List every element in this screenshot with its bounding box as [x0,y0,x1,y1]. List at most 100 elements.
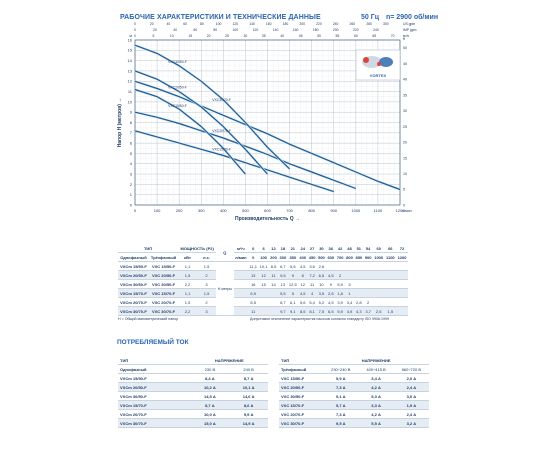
head-value: 5,6 [298,297,308,307]
y-tick-label: 14 [128,58,133,63]
head-value: 11 [248,306,259,316]
top-tick-label: 240 [333,22,339,26]
table-row: VXCm 30/70-F VXC 30/70-F 2,2 3 11 9,7 9,1 8,5 8,… [118,306,408,316]
curve-label: VXC30/70-F [212,98,231,102]
table-cell: 4,2 А [358,409,394,419]
top-tick-label: 100 [233,28,239,32]
lmin-value: 600 [326,252,336,262]
head-value: 2 [363,297,373,307]
head-value [258,297,269,307]
head-value: 2,8 [354,297,364,307]
head-value: 5,5 [278,288,288,298]
top-tick-label: 140 [273,28,279,32]
head-value: 9,1 [287,306,299,316]
table-cell: VXCm 30/70-F [118,418,191,428]
right-tick-label: 10 [403,172,407,176]
head-value: 6,9 [248,288,259,298]
head-value [372,279,385,289]
head-value [363,270,373,280]
table-cell: 1,9 А [393,400,429,410]
table-cell [233,261,249,271]
x-tick-label: 300 [198,208,205,213]
x-tick-label: 0 [134,208,137,213]
col-power: МОЩНОСТЬ (P2) [178,244,217,253]
table-cell: 7,3 А [323,382,359,392]
right-tick-label: 45 [403,62,407,66]
top-tick-label: 40 [280,34,284,38]
head-value: 11 [268,270,279,280]
table-cell: 2 [196,270,217,280]
head-value: 2 [335,270,345,280]
top-tick-label: 10 [170,34,174,38]
top-tick-label: 60 [193,28,197,32]
top-tick-label: 280 [366,22,372,26]
head-value [384,261,397,271]
head-value [384,270,397,280]
head-value: 8 [298,270,308,280]
chart-curves [134,44,401,193]
head-value [396,288,408,298]
col-type: ТИП [118,356,191,365]
col-lmin: л/мин [233,252,249,262]
table-cell: VXCm 20/50-F [118,382,191,392]
top-tick-label: 100 [216,22,222,26]
head-value: 12,5 [287,279,299,289]
head-value [396,279,408,289]
table-cell: 5,7 А [323,400,359,410]
head-value: 4,5 [326,297,336,307]
top-tick-label: 0 [134,22,136,26]
table-cell: VXC 15/70-F [148,288,179,298]
head-value [354,270,364,280]
m3h-value: 51 [354,244,364,253]
top-tick-label: 160 [266,22,272,26]
head-value: 1 [344,288,355,298]
right-tick-label: 30 [403,109,407,113]
table-cell: 3 [196,306,217,316]
top-tick-label: 70 [391,34,395,38]
lmin-value: 1200 [396,252,408,262]
table-row: VXCm 20/70-F 10,0 А 9,9 А [118,409,268,419]
head-value [335,261,345,271]
table-cell: 2,2 [178,306,197,316]
table-row: VXCm 20/50-F 10,2 А 10,1 А [118,382,268,392]
y-axis-label: Напор H (метров) → [117,98,123,148]
head-value: 9,7 [278,306,288,316]
lmin-value: 200 [268,252,279,262]
x-tick-label: 800 [308,208,315,213]
head-value [344,270,355,280]
table-cell: 9,9 А [229,409,268,419]
m3h-value: 24 [298,244,308,253]
y-tick-label: 1 [130,192,133,197]
head-value [363,288,373,298]
table-cell: VXCm 15/50-F [118,261,149,271]
y-tick-label: 11 [128,89,133,94]
current-table-three: ТИП НАПРЯЖЕНИЕ Трёхфазный 230÷240 В 400÷… [279,356,429,428]
top-unit-label: м³/ч [403,34,409,38]
table-cell: 8,7 А [190,400,230,410]
x-tick-label: 600 [264,208,271,213]
head-value [354,279,364,289]
y-tick-label: 7 [130,130,133,135]
head-value: 5,9 [335,306,345,316]
head-value: 2,6 [316,261,327,271]
head-value [372,261,385,271]
table-cell [233,270,249,280]
table-cell: 2,2 [178,279,197,289]
table-cell: 2 [196,297,217,307]
head-value: 9 [287,270,299,280]
x-unit-label: л/мин [402,209,412,213]
head-value [268,288,279,298]
head-value [396,306,408,316]
col-voltage: НАПРЯЖЕНИЕ [190,356,268,365]
m3h-value: 54 [363,244,373,253]
top-tick-label: 45 [299,34,303,38]
head-value: 3,9 [335,297,345,307]
head-value: 3,5 [316,288,327,298]
table-row: VXCm 15/50-F VXC 15/50-F 1,1 1,5 H метры 11,1… [118,261,408,316]
performance-table: ТИП МОЩНОСТЬ (P2) Q м³/ч 0 6 12 18 21 24 27 30 3… [118,244,408,316]
head-value: 7,2 [307,270,317,280]
head-value [384,288,397,298]
m3h-value: 21 [287,244,299,253]
table-cell: 1,5 [196,288,217,298]
head-value: 9 [326,279,336,289]
